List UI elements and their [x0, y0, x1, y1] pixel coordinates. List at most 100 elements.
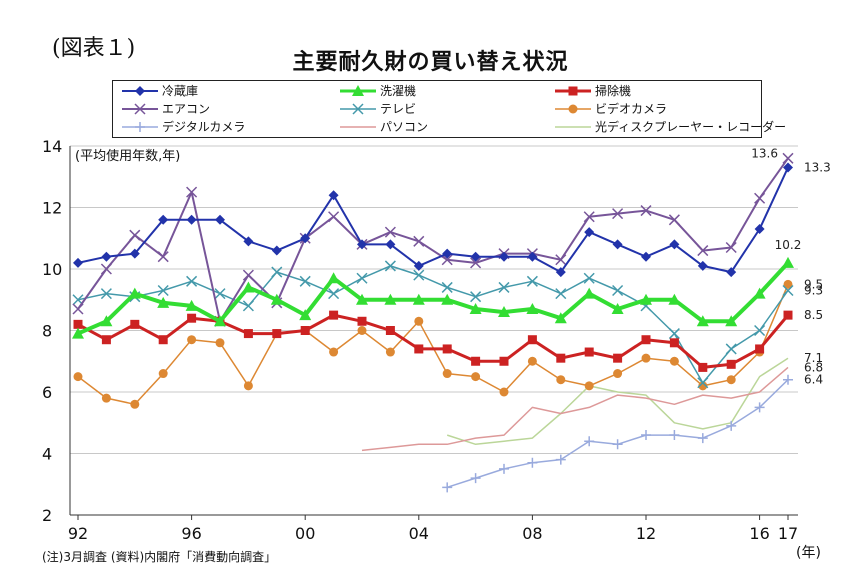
point: [696, 315, 709, 327]
point: [555, 288, 567, 300]
point: [271, 266, 283, 278]
y-tick-label: 6: [42, 383, 52, 402]
point: [783, 310, 793, 320]
point: [641, 430, 651, 441]
point: [640, 293, 652, 305]
y-tick-label: 14: [42, 137, 62, 156]
x-tick-label: 16: [749, 524, 769, 543]
point: [271, 245, 282, 256]
point: [782, 284, 794, 297]
point: [498, 306, 510, 318]
end-value-label: 6.4: [804, 373, 823, 387]
point: [413, 235, 425, 247]
point: [328, 288, 340, 300]
point: [554, 312, 567, 324]
legend-label: デジタルカメラ: [162, 119, 245, 134]
series-5: [72, 260, 794, 389]
point: [242, 269, 254, 281]
point: [726, 359, 736, 369]
point: [412, 293, 425, 305]
legend-entry: パソコン: [340, 120, 428, 134]
series-3: [73, 310, 793, 372]
point: [272, 329, 282, 339]
point: [385, 239, 396, 250]
legend-label: テレビ: [380, 102, 416, 116]
point: [499, 251, 509, 262]
point: [555, 454, 566, 465]
x-tick-label: 12: [636, 524, 656, 543]
point: [129, 229, 141, 241]
point: [498, 281, 510, 293]
point: [135, 122, 145, 132]
point: [583, 272, 595, 284]
point: [697, 245, 709, 257]
series-8: [361, 366, 789, 452]
point: [527, 335, 537, 345]
point: [782, 152, 794, 164]
point: [725, 315, 738, 327]
point: [384, 260, 396, 272]
point: [242, 300, 254, 312]
point: [73, 257, 83, 268]
point: [100, 263, 112, 275]
point: [129, 248, 140, 259]
point: [385, 326, 395, 335]
point: [613, 353, 623, 363]
point: [669, 338, 679, 348]
point: [186, 186, 198, 198]
figure-label: (図表１): [52, 36, 136, 61]
point: [130, 319, 140, 329]
point: [527, 251, 538, 262]
point: [329, 310, 339, 320]
x-tick-label: 92: [68, 524, 88, 543]
legend-entry: テレビ: [340, 102, 416, 116]
point: [698, 381, 708, 391]
point: [356, 272, 368, 284]
point: [158, 335, 168, 345]
point: [754, 324, 766, 337]
point: [697, 377, 709, 389]
point: [641, 251, 651, 262]
point: [73, 372, 83, 382]
point: [72, 303, 84, 315]
legend-entry: 冷蔵庫: [122, 84, 198, 98]
point: [612, 239, 623, 250]
point: [441, 293, 454, 305]
end-labels: 13.6 13.3 10.2 9.59.3 8.5 7.16.86.4: [751, 146, 830, 386]
point: [726, 420, 737, 431]
point: [668, 214, 680, 226]
point: [357, 326, 367, 335]
point: [782, 256, 794, 268]
end-value-label: 13.3: [804, 161, 831, 175]
point: [158, 369, 168, 379]
point: [134, 103, 146, 115]
point: [568, 86, 578, 96]
point: [242, 281, 255, 293]
point: [754, 402, 765, 413]
end-value-label: 7.1: [804, 351, 823, 365]
point: [584, 381, 594, 391]
footnote: (注)3月調査 (資料)内閣府「消費動向調査」: [42, 550, 277, 564]
point: [414, 316, 424, 326]
point: [214, 315, 226, 327]
point: [568, 104, 578, 114]
point: [72, 327, 84, 339]
point: [442, 248, 453, 259]
point: [641, 353, 651, 363]
point: [442, 344, 452, 354]
point: [669, 239, 680, 250]
point: [327, 272, 340, 284]
y-tick-label: 2: [42, 506, 52, 525]
point: [158, 214, 169, 225]
point: [328, 211, 340, 223]
point: [328, 190, 339, 201]
point: [100, 315, 113, 327]
point: [469, 302, 482, 314]
y-tick-label: 8: [42, 322, 52, 341]
point: [101, 251, 112, 262]
point: [214, 288, 226, 300]
legend-entry: デジタルカメラ: [122, 119, 245, 134]
x-tick-label: 17: [778, 524, 798, 543]
point: [352, 85, 364, 96]
